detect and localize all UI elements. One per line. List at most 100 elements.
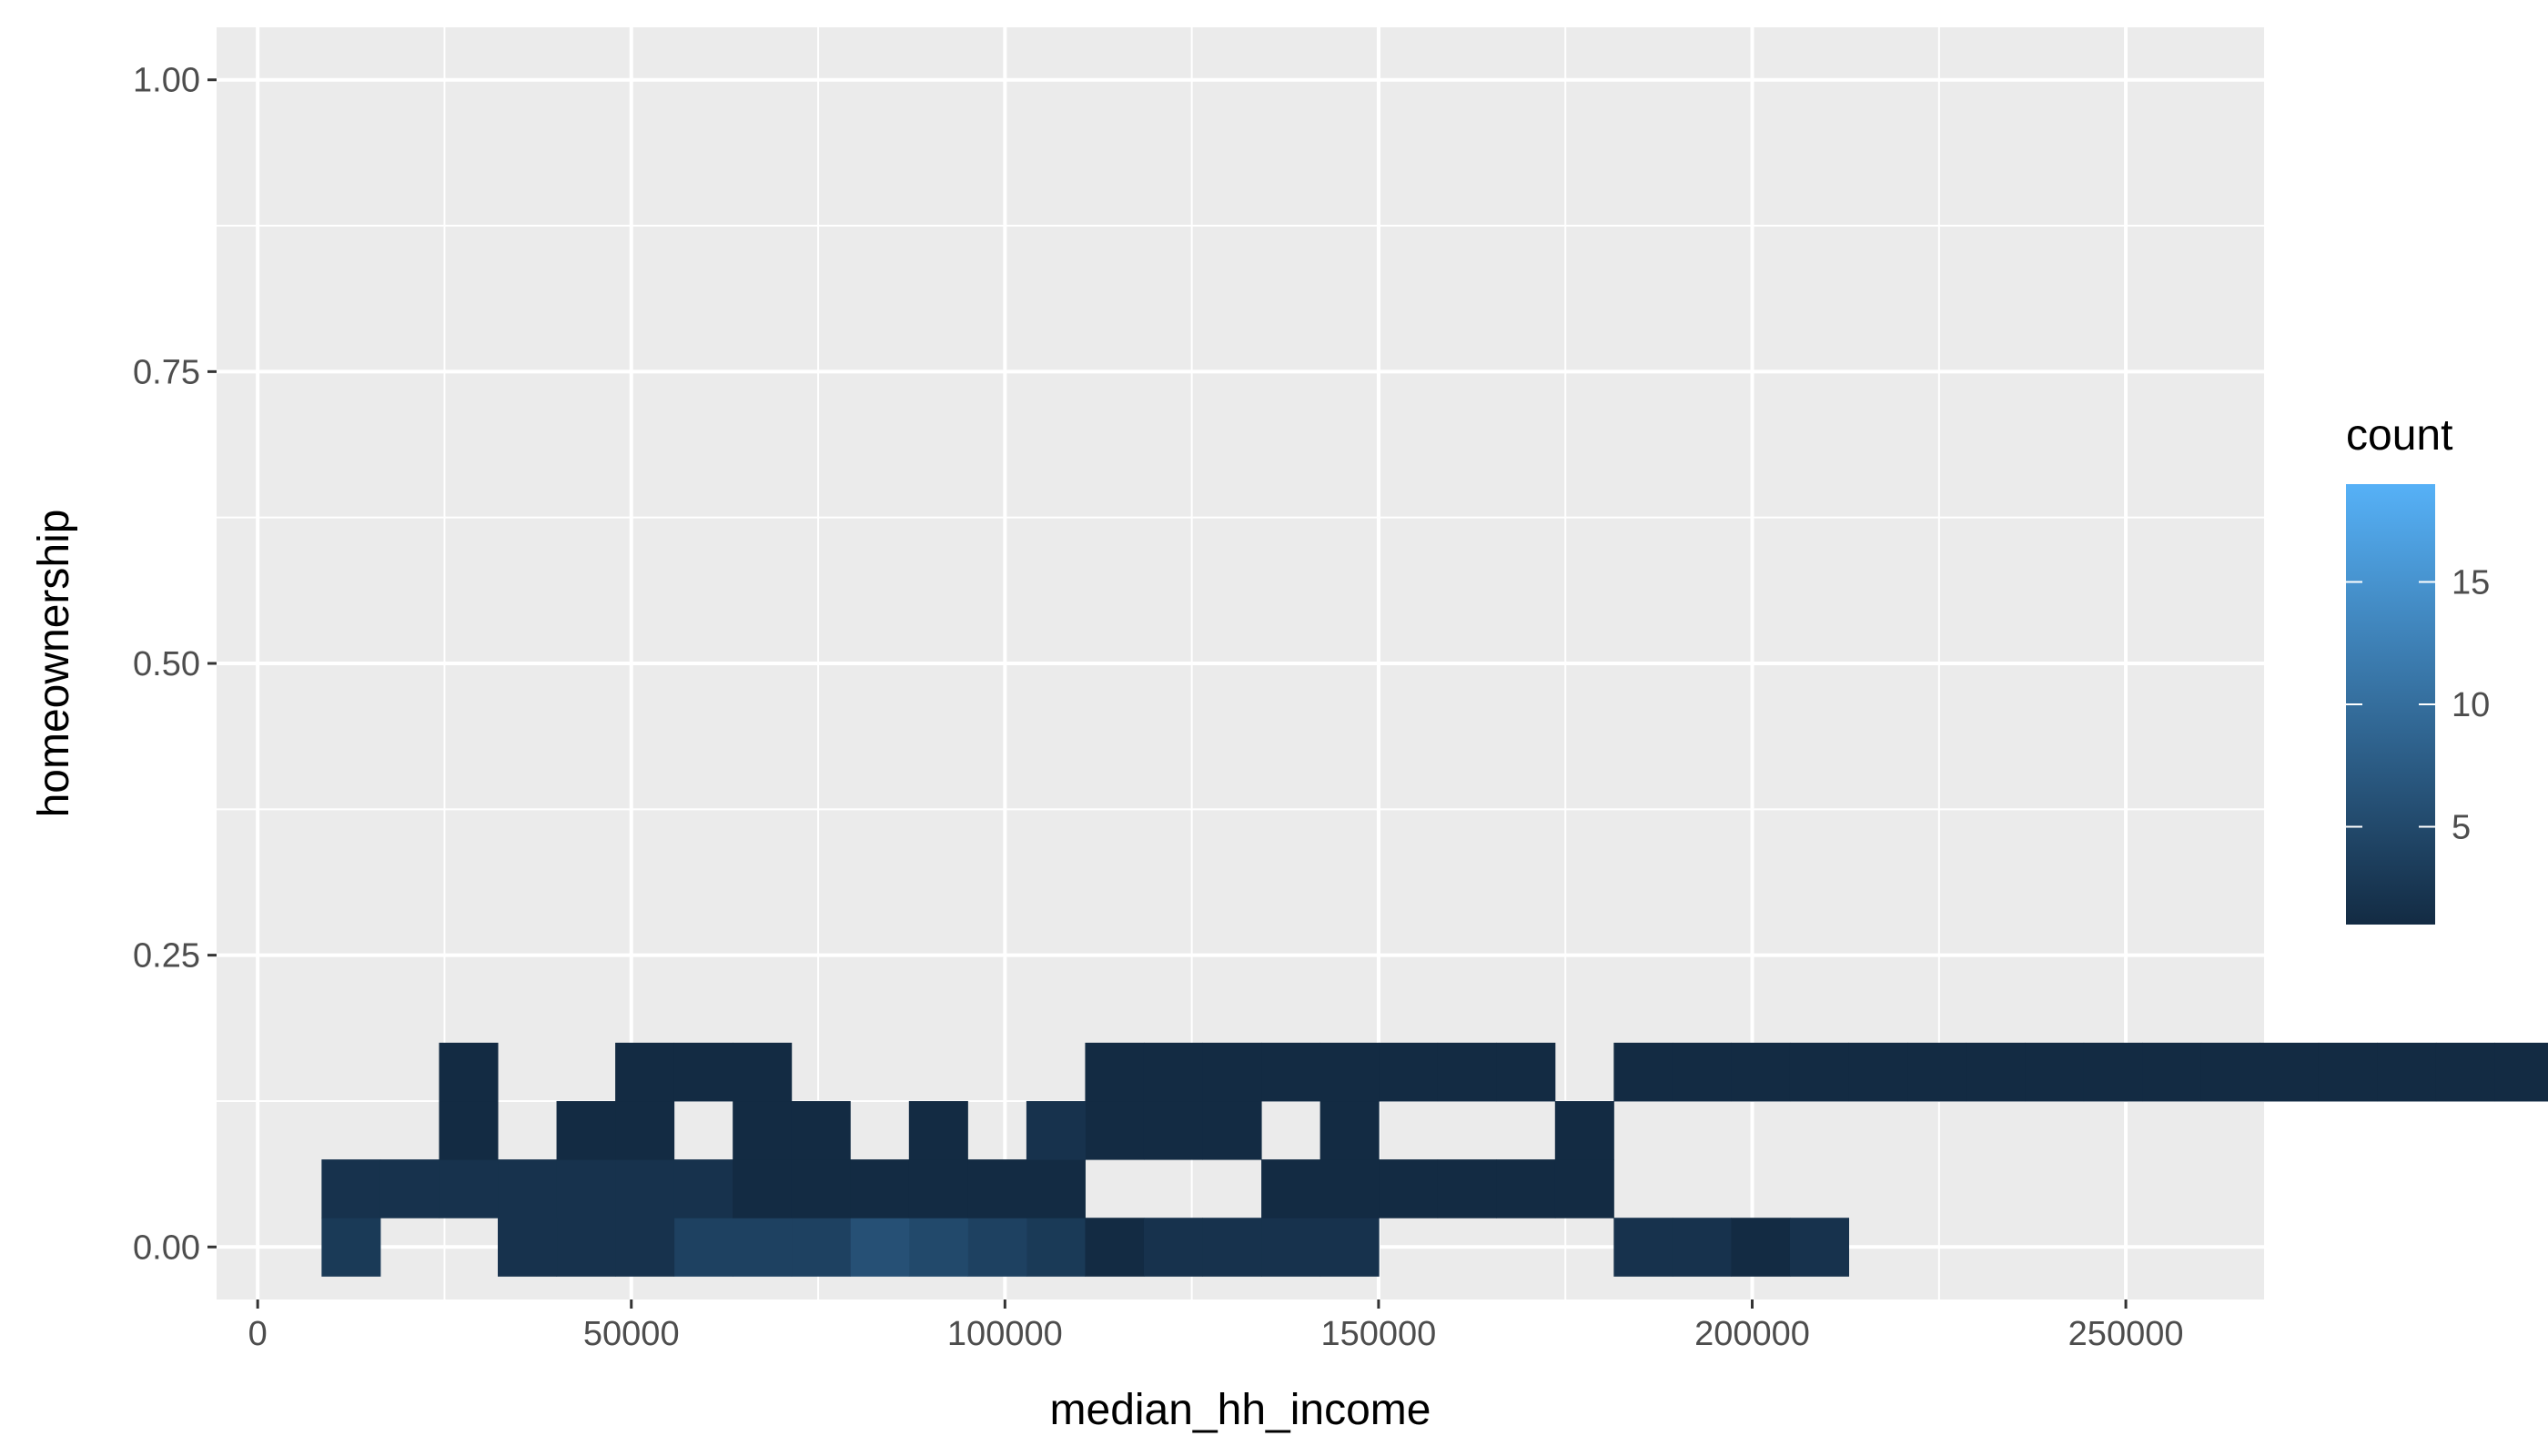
- heatmap-cell: [2142, 1042, 2202, 1102]
- legend-tick-label: 10: [2452, 686, 2490, 724]
- heatmap-cell: [1202, 1042, 1262, 1102]
- heatmap-cell: [1143, 1042, 1204, 1102]
- heatmap-cell: [791, 1100, 851, 1160]
- heatmap-cell: [1731, 1218, 1791, 1277]
- heatmap-cell: [1026, 1218, 1086, 1277]
- heatmap-cell: [1672, 1218, 1732, 1277]
- heatmap-cell: [321, 1159, 381, 1218]
- heatmap-cell: [615, 1218, 675, 1277]
- heatmap-cell: [2260, 1042, 2320, 1102]
- heatmap-cell: [1437, 1042, 1497, 1102]
- heatmap-cell: [2435, 1042, 2495, 1102]
- heatmap-cell: [498, 1218, 558, 1277]
- heatmap-cell: [1496, 1042, 1556, 1102]
- heatmap-cell: [673, 1218, 733, 1277]
- x-tick-label: 0: [248, 1315, 268, 1353]
- heatmap-cell: [2318, 1042, 2378, 1102]
- heatmap-cell: [1437, 1159, 1497, 1218]
- heatmap-cell: [1261, 1159, 1321, 1218]
- x-tick-label: 200000: [1694, 1315, 1810, 1353]
- heatmap-cell: [967, 1218, 1027, 1277]
- heatmap-cell: [1554, 1100, 1614, 1160]
- heatmap-cell: [1085, 1218, 1145, 1277]
- heatmap-cell: [850, 1218, 910, 1277]
- heatmap-cell: [439, 1042, 499, 1102]
- heatmap-cell: [908, 1159, 968, 1218]
- heatmap-cell: [1496, 1159, 1556, 1218]
- heatmap-cell: [733, 1218, 793, 1277]
- y-axis-title: homeownership: [30, 510, 78, 818]
- heatmap-cell: [673, 1042, 733, 1102]
- y-tick-label: 0.00: [133, 1228, 200, 1267]
- heatmap-cell: [850, 1159, 910, 1218]
- heatmap-cell: [1143, 1218, 1204, 1277]
- heatmap-cell: [733, 1100, 793, 1160]
- heatmap-cell: [615, 1100, 675, 1160]
- heatmap-cell: [1672, 1042, 1732, 1102]
- x-axis: 0 50000 100000 150000 200000 250000: [248, 1299, 2184, 1353]
- heatmap-cell: [1026, 1159, 1086, 1218]
- heatmap-cell: [556, 1100, 616, 1160]
- legend-tick-label: 5: [2452, 808, 2471, 846]
- heatmap-cell: [1202, 1218, 1262, 1277]
- heatmap-cell: [733, 1042, 793, 1102]
- heatmap-cell: [2083, 1042, 2143, 1102]
- x-tick-label: 100000: [947, 1315, 1063, 1353]
- x-tick-label: 250000: [2068, 1315, 2184, 1353]
- heatmap-cell: [967, 1159, 1027, 1218]
- heatmap-cell: [556, 1218, 616, 1277]
- y-axis: 0.00 0.25 0.50 0.75 1.00: [133, 62, 217, 1267]
- heatmap-cell: [791, 1218, 851, 1277]
- x-axis-title: median_hh_income: [1050, 1386, 1431, 1434]
- heatmap-cell: [2200, 1042, 2260, 1102]
- heatmap-cell: [1320, 1100, 1380, 1160]
- x-tick-label: 50000: [583, 1315, 680, 1353]
- y-tick-label: 0.50: [133, 645, 200, 683]
- heatmap-cell: [439, 1100, 499, 1160]
- heatmap-cell: [1379, 1159, 1439, 1218]
- heatmap-cell: [1261, 1218, 1321, 1277]
- heatmap-cell: [1085, 1042, 1145, 1102]
- heatmap-cell: [1261, 1042, 1321, 1102]
- y-tick-label: 0.75: [133, 353, 200, 391]
- heatmap-cell: [1320, 1042, 1380, 1102]
- y-tick-label: 0.25: [133, 937, 200, 976]
- heatmap-cell: [498, 1159, 558, 1218]
- heatmap-cell: [1379, 1042, 1439, 1102]
- heatmap-cell: [1554, 1159, 1614, 1218]
- heatmap-cell: [1789, 1042, 1850, 1102]
- heatmap-cell: [1085, 1100, 1145, 1160]
- heatmap-cell: [321, 1218, 381, 1277]
- heatmap-cell: [1613, 1218, 1673, 1277]
- heatmap-cell: [1613, 1042, 1673, 1102]
- legend-tick-label: 15: [2452, 564, 2490, 602]
- heatmap-cell: [2494, 1042, 2548, 1102]
- heatmap-cell: [615, 1042, 675, 1102]
- heatmap-cell: [1320, 1218, 1380, 1277]
- heatmap-cells: [321, 1042, 2548, 1277]
- x-tick-label: 150000: [1321, 1315, 1437, 1353]
- heatmap-cell: [1966, 1042, 2026, 1102]
- heatmap-cell: [908, 1218, 968, 1277]
- y-tick-label: 1.00: [133, 62, 200, 100]
- legend-ticks: 5 10 15: [2346, 564, 2490, 846]
- heatmap-cell: [908, 1100, 968, 1160]
- heatmap-cell: [2377, 1042, 2437, 1102]
- color-legend: count 5 10 15: [2346, 411, 2490, 925]
- heatmap-cell: [1026, 1100, 1086, 1160]
- heatmap-cell: [1907, 1042, 1967, 1102]
- heatmap-cell: [1320, 1159, 1380, 1218]
- heatmap-cell: [673, 1159, 733, 1218]
- heatmap-cell: [1143, 1100, 1204, 1160]
- heatmap-cell: [2025, 1042, 2085, 1102]
- legend-title: count: [2346, 411, 2452, 460]
- heatmap-cell: [1848, 1042, 1908, 1102]
- heatmap-cell: [615, 1159, 675, 1218]
- heatmap-cell: [791, 1159, 851, 1218]
- heatmap-cell: [1202, 1100, 1262, 1160]
- heatmap-cell: [379, 1159, 440, 1218]
- heatmap-cell: [556, 1159, 616, 1218]
- heatmap-cell: [439, 1159, 499, 1218]
- heatmap-cell: [1731, 1042, 1791, 1102]
